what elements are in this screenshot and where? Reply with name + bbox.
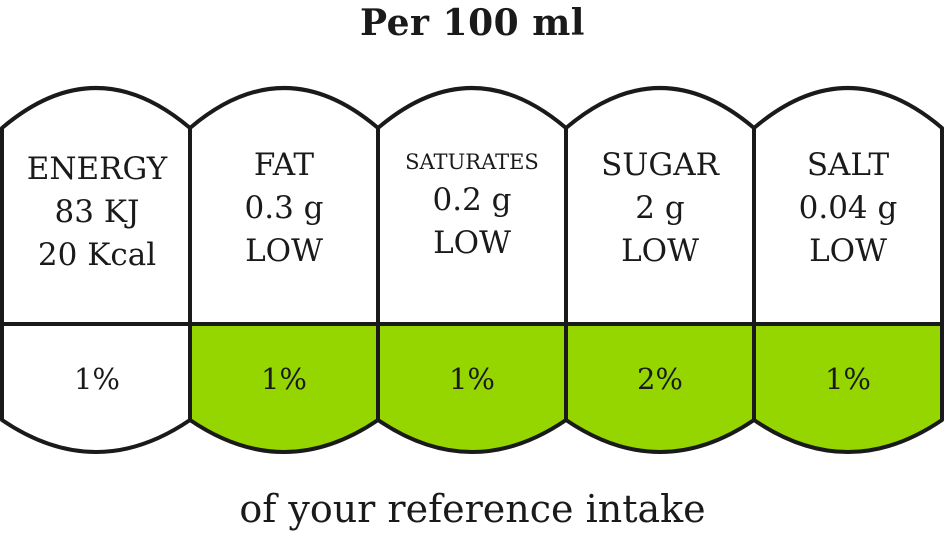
nutrient-name-fat: FAT bbox=[253, 147, 315, 183]
nutrient-level-sugar: LOW bbox=[621, 233, 699, 269]
nutrient-name-salt: SALT bbox=[806, 147, 890, 183]
percent-energy: 1% bbox=[73, 362, 120, 396]
nutrient-name-energy: ENERGY bbox=[26, 151, 168, 187]
pill-saturates-text: SATURATES 0.2 g LOW bbox=[378, 145, 566, 265]
nutrient-level-salt: LOW bbox=[809, 233, 887, 269]
percent-sugar: 2% bbox=[636, 362, 683, 396]
percent-saturates: 1% bbox=[448, 362, 495, 396]
pill-sugar-text: SUGAR 2 g LOW bbox=[566, 144, 754, 273]
nutrient-amount-fat: 0.3 g bbox=[244, 190, 324, 226]
pill-bottom-saturates bbox=[378, 324, 566, 452]
pill-fat-text: FAT 0.3 g LOW bbox=[190, 144, 378, 273]
nutrient-name-saturates: SATURATES bbox=[405, 150, 539, 174]
nutrient-amount-salt: 0.04 g bbox=[798, 190, 898, 226]
pill-energy-text: ENERGY 83 KJ 20 Kcal bbox=[4, 148, 190, 277]
percent-fat: 1% bbox=[260, 362, 307, 396]
percent-salt: 1% bbox=[824, 362, 871, 396]
nutrient-amount-saturates: 0.2 g bbox=[432, 182, 512, 218]
footer-caption: of your reference intake bbox=[239, 487, 706, 531]
pill-salt-text: SALT 0.04 g LOW bbox=[754, 144, 942, 273]
nutrient-level-saturates: LOW bbox=[433, 225, 511, 261]
pill-bottom-sugar bbox=[566, 324, 754, 452]
nutrient-amount-energy: 83 KJ bbox=[54, 194, 140, 230]
nutrient-level-fat: LOW bbox=[245, 233, 323, 269]
nutrient-name-sugar: SUGAR bbox=[601, 147, 719, 183]
pill-outline-salt bbox=[752, 86, 944, 454]
pill-bottom-salt bbox=[754, 324, 942, 452]
pill-bottom-energy bbox=[2, 324, 190, 452]
page-title: Per 100 ml bbox=[360, 2, 585, 44]
nutrient-kcal-energy: 20 Kcal bbox=[37, 237, 157, 273]
pill-bottom-fat bbox=[190, 324, 378, 452]
nutrient-amount-sugar: 2 g bbox=[635, 190, 685, 226]
